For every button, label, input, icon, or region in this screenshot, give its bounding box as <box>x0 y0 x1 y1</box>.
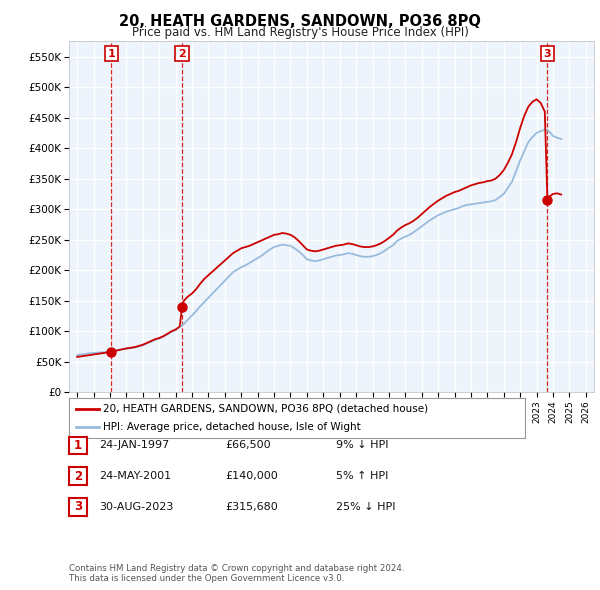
Text: 30-AUG-2023: 30-AUG-2023 <box>99 502 173 512</box>
Text: 1: 1 <box>107 48 115 58</box>
Text: 20, HEATH GARDENS, SANDOWN, PO36 8PQ (detached house): 20, HEATH GARDENS, SANDOWN, PO36 8PQ (de… <box>103 404 428 414</box>
Text: 3: 3 <box>74 500 82 513</box>
Text: 1: 1 <box>74 439 82 452</box>
Text: 2: 2 <box>74 470 82 483</box>
Text: 25% ↓ HPI: 25% ↓ HPI <box>336 502 395 512</box>
Text: 2: 2 <box>178 48 186 58</box>
Text: £66,500: £66,500 <box>225 441 271 450</box>
Text: Price paid vs. HM Land Registry's House Price Index (HPI): Price paid vs. HM Land Registry's House … <box>131 26 469 39</box>
Text: Contains HM Land Registry data © Crown copyright and database right 2024.
This d: Contains HM Land Registry data © Crown c… <box>69 563 404 583</box>
Text: HPI: Average price, detached house, Isle of Wight: HPI: Average price, detached house, Isle… <box>103 422 361 432</box>
Text: 9% ↓ HPI: 9% ↓ HPI <box>336 441 389 450</box>
Text: £315,680: £315,680 <box>225 502 278 512</box>
Text: £140,000: £140,000 <box>225 471 278 481</box>
Text: 24-JAN-1997: 24-JAN-1997 <box>99 441 169 450</box>
Text: 20, HEATH GARDENS, SANDOWN, PO36 8PQ: 20, HEATH GARDENS, SANDOWN, PO36 8PQ <box>119 14 481 29</box>
Text: 24-MAY-2001: 24-MAY-2001 <box>99 471 171 481</box>
Text: 3: 3 <box>544 48 551 58</box>
Text: 5% ↑ HPI: 5% ↑ HPI <box>336 471 388 481</box>
